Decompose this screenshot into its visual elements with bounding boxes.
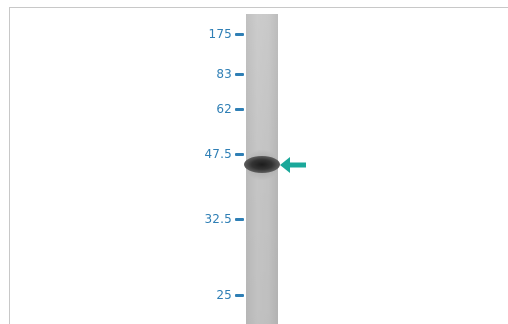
marker-47-5: 47.5 bbox=[170, 148, 244, 160]
marker-label: 83 bbox=[216, 67, 232, 81]
marker-label: 175 bbox=[208, 27, 232, 41]
marker-tick bbox=[235, 217, 244, 221]
marker-32-5: 32.5 bbox=[170, 213, 244, 225]
marker-label: 47.5 bbox=[204, 147, 232, 161]
marker-label: 32.5 bbox=[204, 212, 232, 226]
left-arrow-icon bbox=[280, 157, 306, 173]
marker-label: 62 bbox=[216, 102, 232, 116]
protein-band bbox=[244, 156, 280, 173]
marker-83: 83 bbox=[170, 68, 244, 80]
marker-tick bbox=[235, 72, 244, 76]
marker-tick bbox=[235, 32, 244, 36]
marker-tick bbox=[235, 152, 244, 156]
marker-175: 175 bbox=[170, 28, 244, 40]
marker-62: 62 bbox=[170, 103, 244, 115]
marker-tick bbox=[235, 107, 244, 111]
marker-tick bbox=[235, 293, 244, 297]
marker-25: 25 bbox=[170, 289, 244, 301]
marker-label: 25 bbox=[216, 288, 232, 302]
